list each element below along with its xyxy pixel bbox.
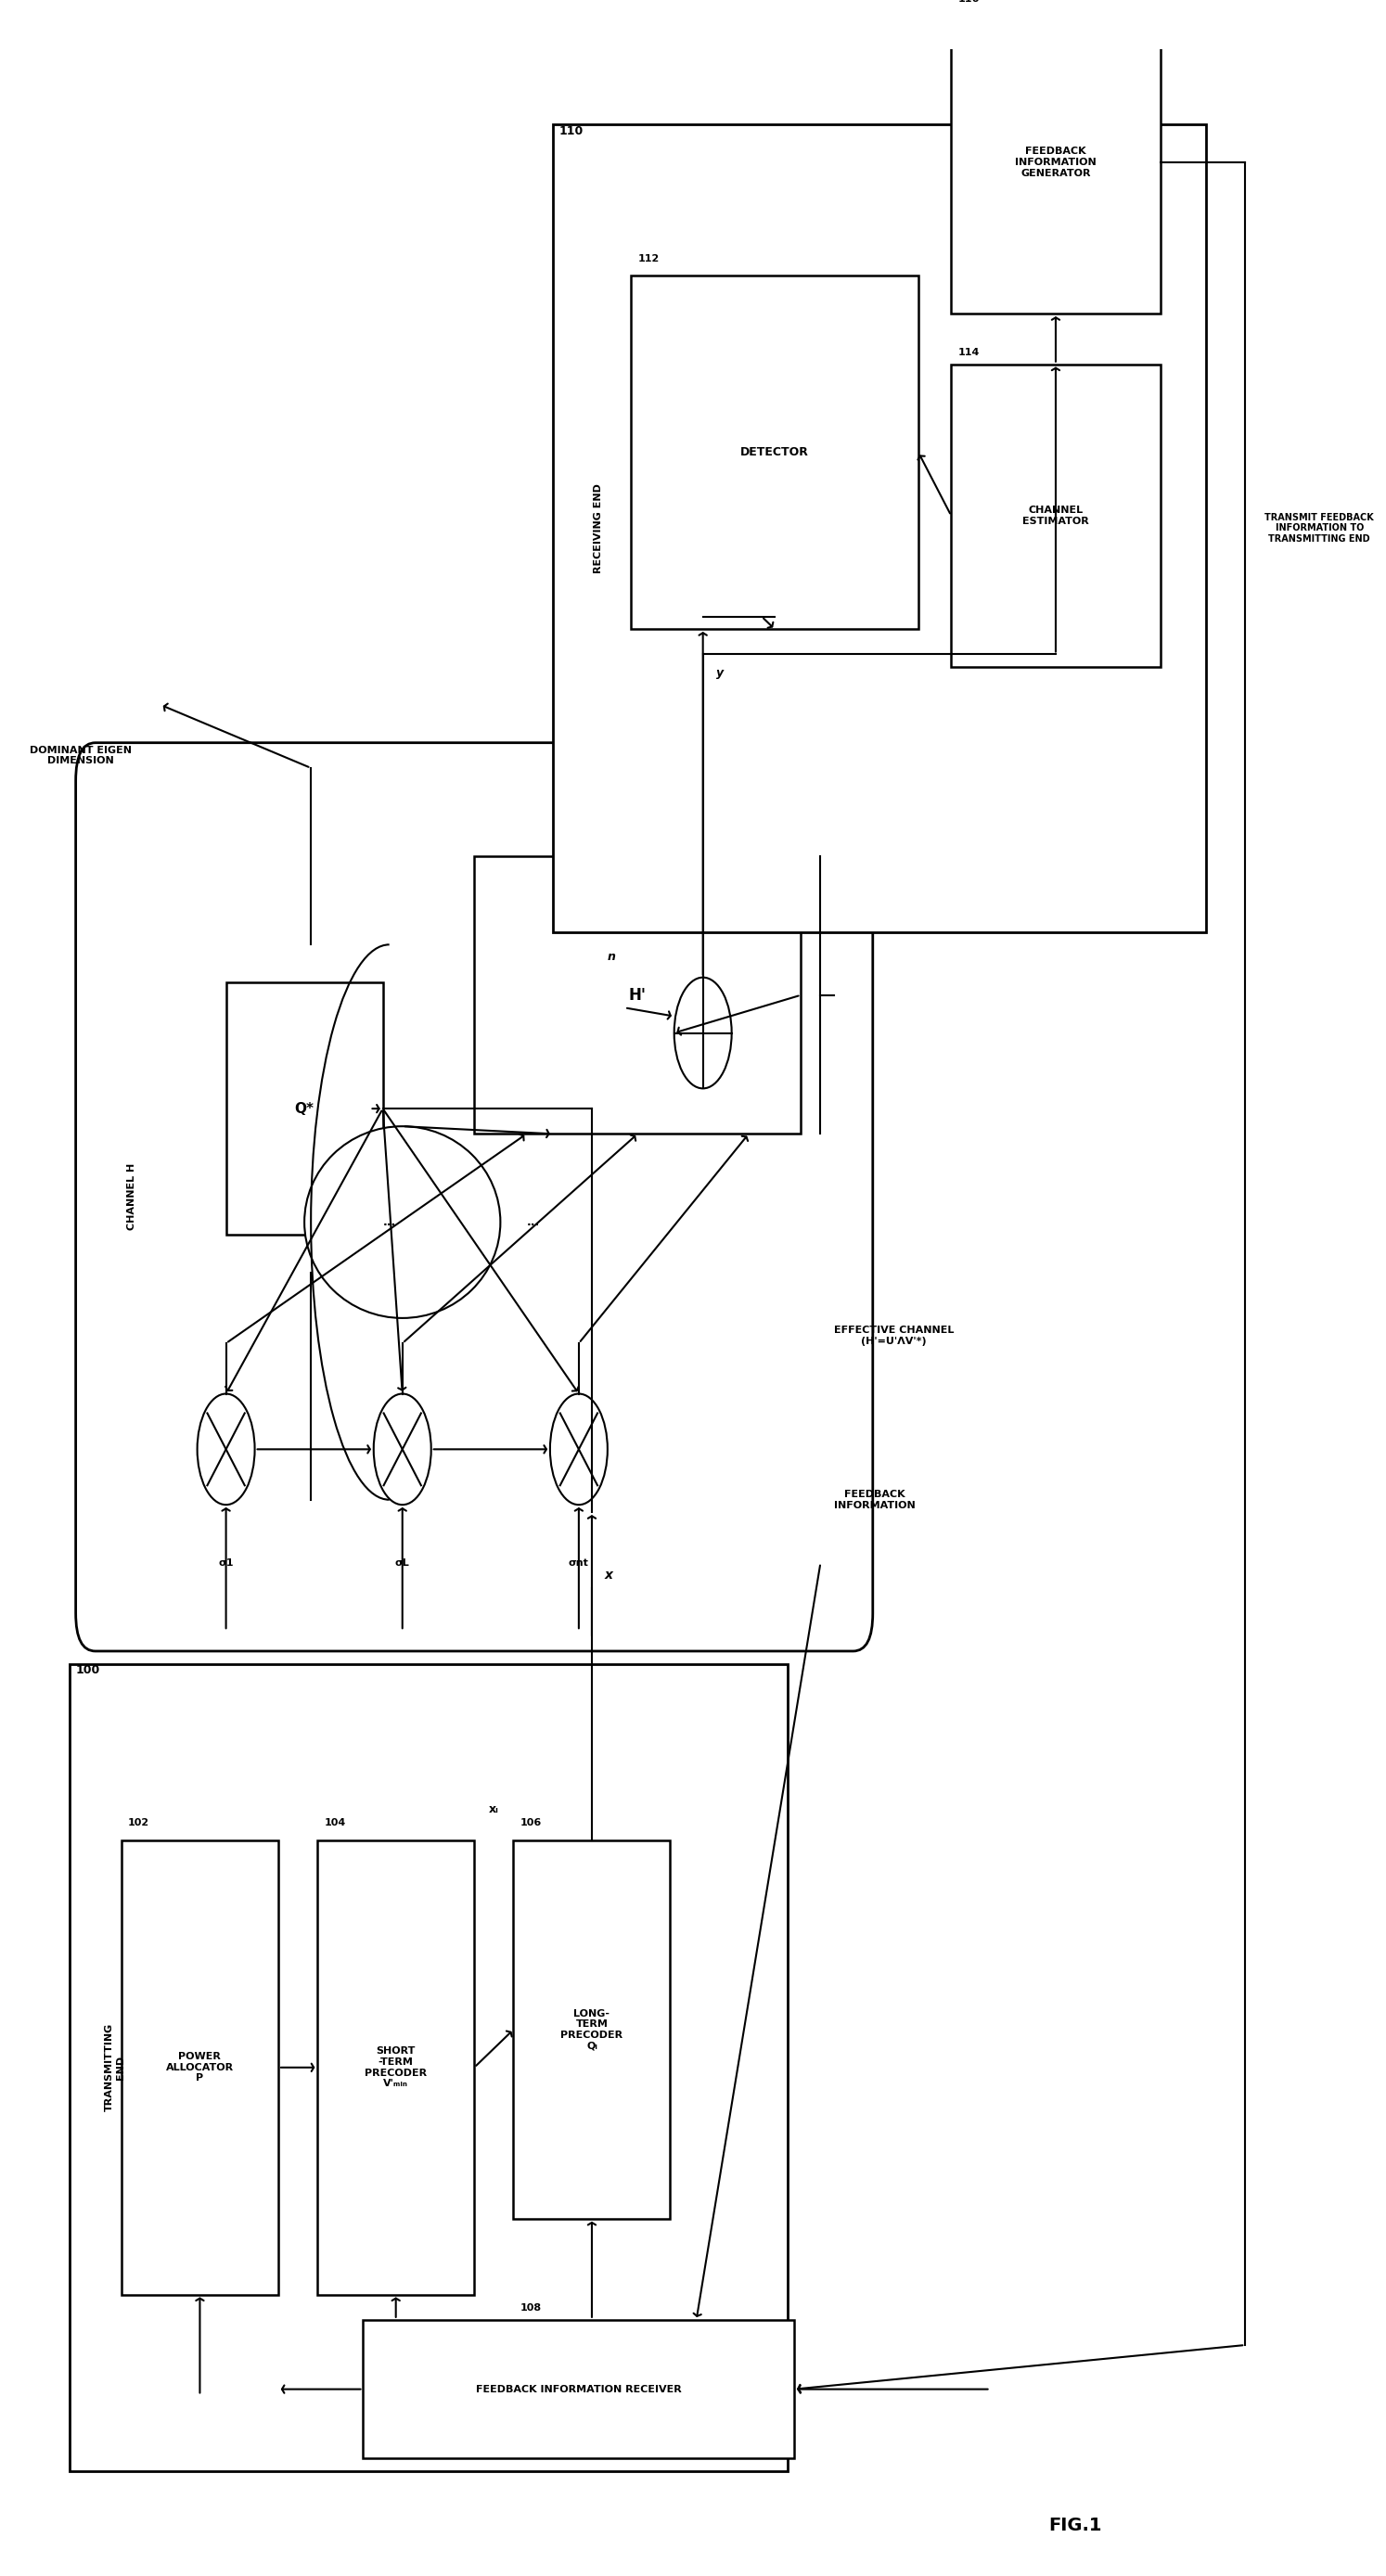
Text: SHORT
-TERM
PRECODER
V'ₘᵢₙ: SHORT -TERM PRECODER V'ₘᵢₙ <box>365 2048 427 2089</box>
Text: xₗ: xₗ <box>489 1803 499 1816</box>
Circle shape <box>674 976 732 1090</box>
Text: Q*: Q* <box>295 1103 315 1115</box>
Ellipse shape <box>305 1126 500 1319</box>
Bar <box>951 363 1160 667</box>
Text: EFFECTIVE CHANNEL
(H'=U'ΛV'*): EFFECTIVE CHANNEL (H'=U'ΛV'*) <box>833 1327 954 1345</box>
Text: σ1: σ1 <box>219 1558 234 1566</box>
Bar <box>69 1664 787 2470</box>
Bar <box>317 1839 474 2295</box>
Text: 106: 106 <box>520 1819 542 1829</box>
Text: TRANSMITTING
END: TRANSMITTING END <box>105 2022 125 2112</box>
Text: ...: ... <box>527 1216 539 1229</box>
Text: 108: 108 <box>520 2303 542 2313</box>
Text: CHANNEL H: CHANNEL H <box>128 1164 137 1231</box>
Bar <box>631 276 919 629</box>
Text: RECEIVING END: RECEIVING END <box>593 484 603 574</box>
Text: DOMINANT EIGEN
DIMENSION: DOMINANT EIGEN DIMENSION <box>30 744 132 765</box>
Bar <box>553 124 1206 933</box>
Bar <box>122 1839 279 2295</box>
Bar <box>363 2321 794 2458</box>
Text: 114: 114 <box>958 348 980 355</box>
Bar <box>226 981 383 1234</box>
Text: 100: 100 <box>76 1664 100 1677</box>
Text: y: y <box>717 667 723 680</box>
Bar <box>513 1839 671 2218</box>
Text: 110: 110 <box>559 126 584 137</box>
Text: FEEDBACK
INFORMATION
GENERATOR: FEEDBACK INFORMATION GENERATOR <box>1015 147 1096 178</box>
Circle shape <box>197 1394 255 1504</box>
Text: FIG.1: FIG.1 <box>1049 2517 1102 2535</box>
Text: 116: 116 <box>958 0 980 3</box>
Circle shape <box>374 1394 431 1504</box>
Text: DETECTOR: DETECTOR <box>740 446 809 459</box>
Circle shape <box>550 1394 607 1504</box>
Text: 102: 102 <box>128 1819 150 1829</box>
Text: σnt: σnt <box>568 1558 589 1566</box>
Text: LONG-
TERM
PRECODER
Qₗ: LONG- TERM PRECODER Qₗ <box>561 2009 622 2050</box>
Text: x: x <box>604 1569 613 1582</box>
Text: FEEDBACK INFORMATION RECEIVER: FEEDBACK INFORMATION RECEIVER <box>475 2385 682 2393</box>
Text: 112: 112 <box>638 255 660 263</box>
Text: σL: σL <box>395 1558 410 1566</box>
Text: POWER
ALLOCATOR
P: POWER ALLOCATOR P <box>166 2053 234 2084</box>
Text: n: n <box>607 951 615 963</box>
Text: CHANNEL
ESTIMATOR: CHANNEL ESTIMATOR <box>1023 505 1089 526</box>
Bar <box>951 10 1160 314</box>
Bar <box>474 855 801 1133</box>
Text: 104: 104 <box>324 1819 345 1829</box>
Text: TRANSMIT FEEDBACK
INFORMATION TO
TRANSMITTING END: TRANSMIT FEEDBACK INFORMATION TO TRANSMI… <box>1265 513 1374 544</box>
Text: ...: ... <box>383 1216 396 1229</box>
Text: H': H' <box>629 987 646 1005</box>
Text: FEEDBACK
INFORMATION: FEEDBACK INFORMATION <box>833 1489 915 1510</box>
